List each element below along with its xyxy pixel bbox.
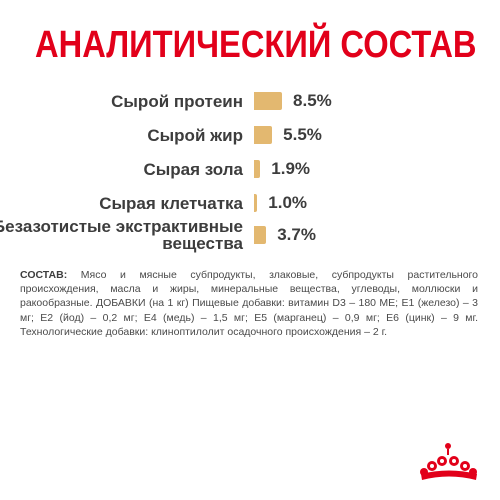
analysis-label: Безазотистые экстрактивные вещества <box>0 215 243 255</box>
page-title: АНАЛИТИЧЕСКИЙ СОСТАВ <box>35 24 477 66</box>
analysis-row-protein: Сырой протеин 8.5% <box>0 84 500 118</box>
analysis-bar <box>254 194 258 212</box>
analysis-label: Сырая зола <box>143 159 243 179</box>
analysis-value: 8.5% <box>293 91 332 110</box>
analysis-row-fat: Сырой жир 5.5% <box>0 118 500 152</box>
analysis-label: Сырой протеин <box>111 91 243 111</box>
analysis-label-line1: Безазотистые экстрактивные <box>0 217 243 236</box>
analysis-label: Сырой жир <box>147 125 243 145</box>
analysis-row-ash: Сырая зола 1.9% <box>0 152 500 186</box>
composition-body: Мясо и мясные субпродукты, злаковые, суб… <box>20 269 478 338</box>
analysis-row-nfe: Безазотистые экстрактивные вещества 3.7% <box>0 215 500 255</box>
analysis-label-line2: вещества <box>162 234 243 253</box>
analysis-bar <box>254 226 267 244</box>
analysis-value: 1.9% <box>271 159 311 178</box>
analysis-value: 3.7% <box>277 225 316 244</box>
analysis-bar <box>254 92 283 110</box>
analysis-value: 1.0% <box>268 193 308 212</box>
analysis-bar <box>254 126 273 144</box>
crown-logo-icon <box>420 443 477 480</box>
analysis-row-fibre: Сырая клетчатка 1.0% <box>0 186 500 220</box>
composition-label: СОСТАВ: <box>20 269 68 281</box>
composition-text: СОСТАВ: Мясо и мясные субпродукты, злако… <box>20 268 478 339</box>
analysis-value: 5.5% <box>283 125 322 144</box>
analysis-bar <box>254 160 261 178</box>
analysis-label: Сырая клетчатка <box>99 193 243 213</box>
